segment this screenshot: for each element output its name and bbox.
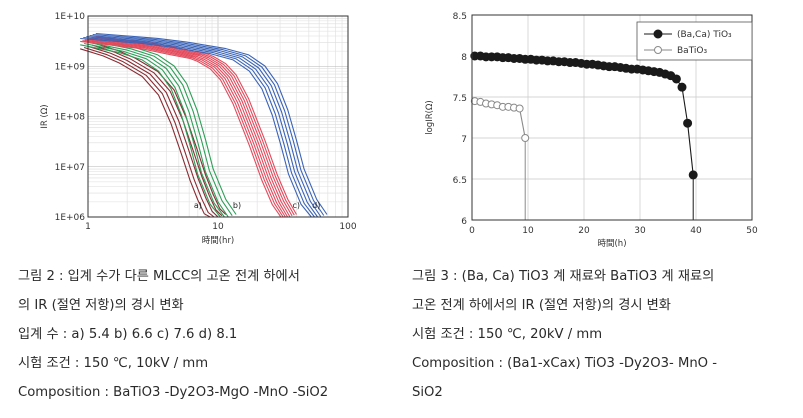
series-line bbox=[87, 45, 219, 218]
series-line bbox=[92, 33, 325, 216]
y-tick-label: 7.5 bbox=[453, 94, 467, 104]
y-tick-label: 1E+07 bbox=[55, 163, 85, 173]
series-label: a) bbox=[194, 201, 202, 210]
series-line bbox=[80, 40, 282, 218]
y-tick-label: 8 bbox=[461, 53, 467, 63]
series-line bbox=[89, 38, 291, 217]
series-group-2 bbox=[470, 97, 530, 220]
legend-marker bbox=[653, 29, 663, 39]
legend-box bbox=[636, 21, 753, 61]
caption-line-3: 입계 수 : a) 5.4 b) 6.6 c) 7.6 d) 8.1 bbox=[18, 327, 238, 342]
caption-line-5: SiO2 bbox=[412, 385, 443, 400]
caption-line-2: 의 IR (절연 저항)의 경시 변화 bbox=[18, 298, 184, 313]
series-line bbox=[91, 37, 293, 217]
caption-line-2: 고온 전계 하에서의 IR (절연 저항)의 경시 변화 bbox=[412, 298, 671, 313]
series-label: c) bbox=[293, 201, 301, 210]
series-group-3 bbox=[80, 35, 297, 218]
legend-label: (Ba,Ca) TiO₃ bbox=[677, 30, 732, 40]
legend-label: BaTiO₃ bbox=[677, 46, 707, 56]
y-tick-label: 7 bbox=[461, 135, 467, 145]
caption-line-1: 그림 2 : 입계 수가 다른 MLCC의 고온 전계 하에서 bbox=[18, 269, 300, 284]
x-tick-label: 20 bbox=[578, 226, 590, 236]
y-axis-label: logIR(Ω) bbox=[425, 100, 435, 135]
series-group-4 bbox=[80, 32, 328, 218]
data-point bbox=[515, 104, 524, 113]
caption-line-1: 그림 3 : (Ba, Ca) TiO3 계 재료와 BaTiO3 계 재료의 bbox=[412, 269, 715, 284]
series-line bbox=[80, 37, 312, 218]
x-tick-label: 1 bbox=[85, 222, 91, 232]
y-tick-label: 1E+09 bbox=[55, 62, 86, 72]
series-line bbox=[83, 46, 215, 218]
data-point bbox=[683, 118, 693, 128]
x-tick-label: 30 bbox=[634, 226, 646, 236]
y-tick-label: 1E+06 bbox=[55, 213, 86, 223]
caption-line-3: 시험 조건 : 150 ℃, 20kV / mm bbox=[412, 327, 603, 342]
y-tick-label: 8.5 bbox=[453, 12, 467, 22]
caption-line-5: Composition : BaTiO3 -Dy2O3-MgO -MnO -Si… bbox=[18, 385, 329, 400]
x-tick-label: 100 bbox=[339, 222, 356, 232]
series-line bbox=[83, 42, 225, 218]
figure-2-caption: 그림 2 : 입계 수가 다른 MLCC의 고온 전계 하에서 의 IR (절연… bbox=[18, 262, 393, 407]
x-axis-label: 時間(hr) bbox=[202, 236, 235, 246]
y-tick-label: 6.5 bbox=[453, 176, 467, 186]
series-line bbox=[95, 32, 328, 215]
logir-vs-time-chart: (Ba,Ca) TiO₃ BaTiO₃ 6 6.5 7 7.5 8 8.5 0 10 20 30 40 5… bbox=[425, 12, 758, 249]
series-line bbox=[83, 36, 315, 218]
series-group-2 bbox=[80, 39, 237, 218]
series-line bbox=[82, 40, 284, 218]
plot-frame bbox=[87, 15, 349, 218]
series-label: d) bbox=[312, 201, 320, 210]
caption-line-4: Composition : (Ba1-xCax) TiO3 -Dy2O3- Mn… bbox=[412, 356, 718, 371]
series-line bbox=[84, 39, 286, 218]
x-tick-label: 50 bbox=[746, 226, 758, 236]
y-tick-label: 1E+10 bbox=[55, 12, 86, 22]
series-line bbox=[80, 44, 221, 218]
y-tick-label: 6 bbox=[461, 217, 467, 227]
x-tick-label: 0 bbox=[469, 226, 475, 236]
x-axis-label: 時間(h) bbox=[597, 239, 626, 249]
series-line bbox=[93, 36, 295, 216]
series-line bbox=[89, 34, 322, 217]
x-tick-label: 40 bbox=[690, 226, 702, 236]
ir-vs-time-log-chart: a) b) c) d) 1E+06 1E+07 1E+08 1E+09 1E+10 1 10 100 時… bbox=[40, 12, 357, 246]
data-point bbox=[671, 74, 681, 84]
legend: (Ba,Ca) TiO₃ BaTiO₃ bbox=[636, 21, 753, 61]
series-group-1 bbox=[470, 51, 698, 220]
series-line bbox=[86, 38, 289, 218]
y-axis-label: IR (Ω) bbox=[40, 104, 50, 128]
figure-3-panel: (Ba,Ca) TiO₃ BaTiO₃ 6 6.5 7 7.5 8 8.5 0 10 20 30 40 5… bbox=[400, 0, 803, 418]
series-label: b) bbox=[233, 201, 241, 210]
x-tick-label: 10 bbox=[212, 222, 224, 232]
series-line bbox=[91, 40, 233, 217]
y-tick-label: 1E+08 bbox=[55, 113, 86, 123]
figure-3-caption: 그림 3 : (Ba, Ca) TiO3 계 재료와 BaTiO3 계 재료의 … bbox=[412, 262, 787, 407]
x-tick-label: 10 bbox=[522, 226, 534, 236]
series-line bbox=[80, 48, 211, 218]
caption-line-4: 시험 조건 : 150 ℃, 10kV / mm bbox=[18, 356, 209, 371]
series-line bbox=[86, 35, 319, 218]
series-line bbox=[95, 39, 237, 215]
plot-frame bbox=[471, 14, 753, 221]
series-line bbox=[87, 41, 229, 218]
data-point bbox=[677, 82, 687, 92]
legend-marker bbox=[654, 46, 662, 54]
figure-2-panel: a) b) c) d) 1E+06 1E+07 1E+08 1E+09 1E+10 1 10 100 時… bbox=[0, 0, 400, 418]
data-point bbox=[521, 134, 530, 142]
data-point bbox=[688, 170, 698, 180]
